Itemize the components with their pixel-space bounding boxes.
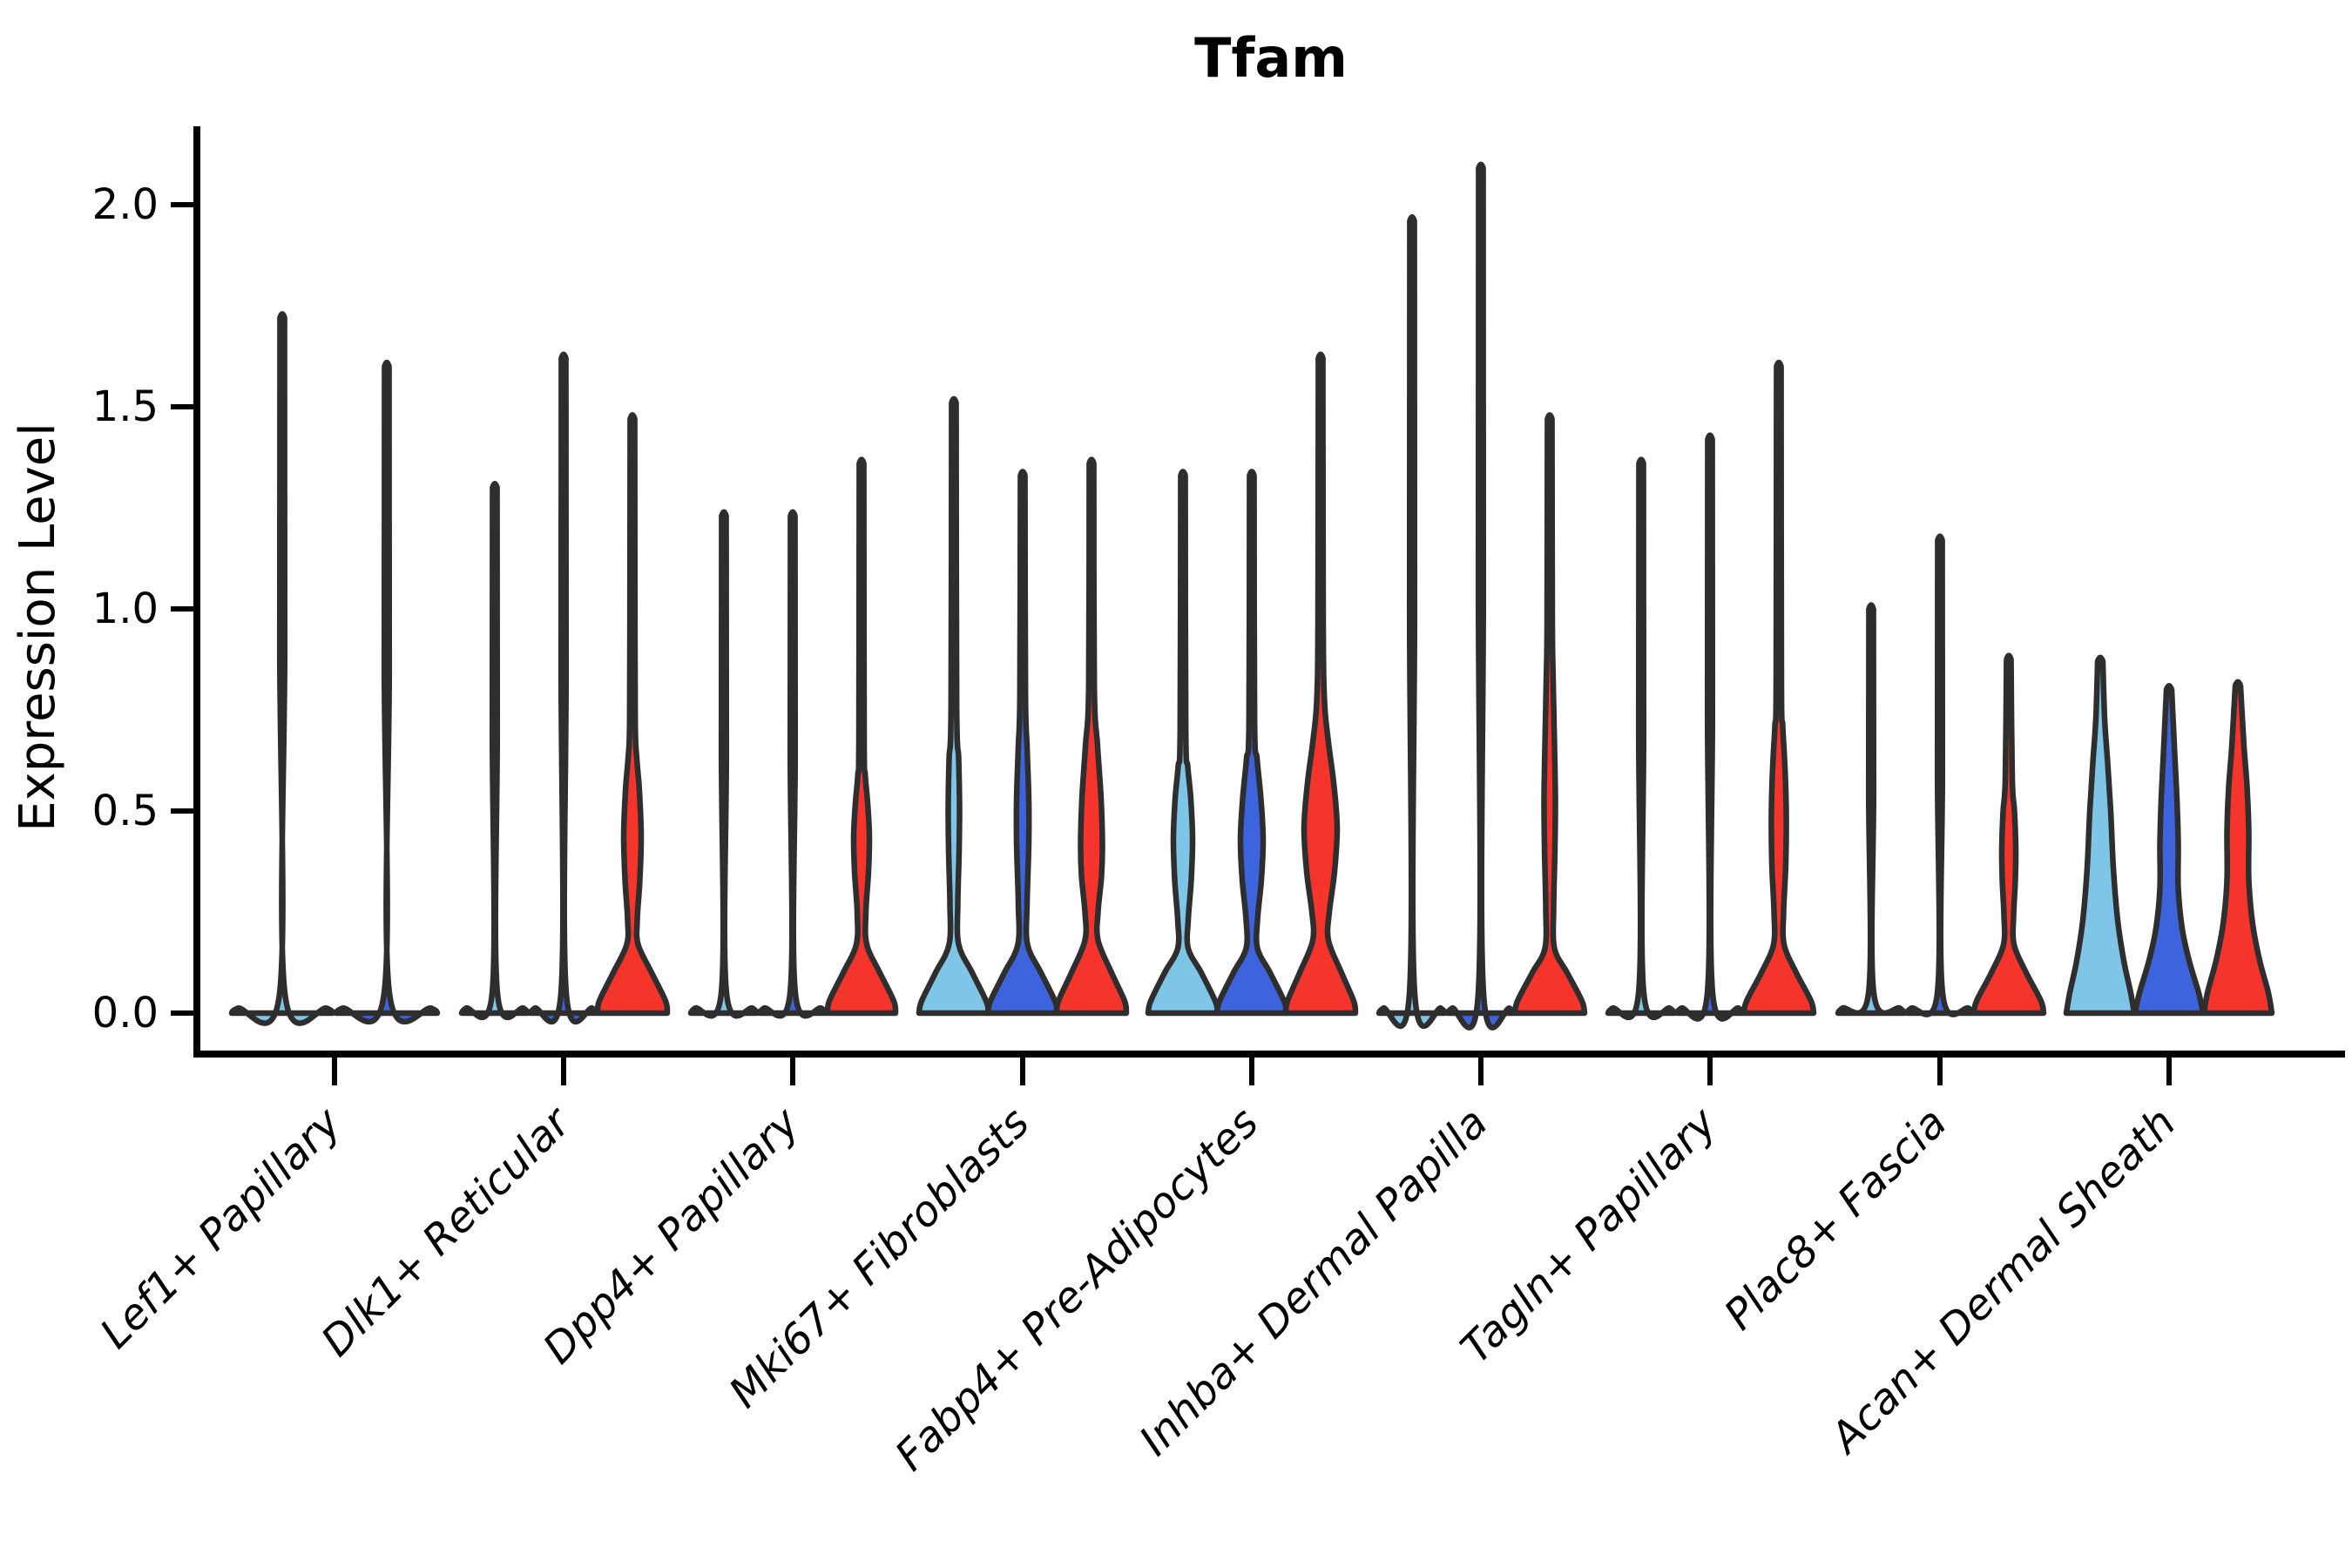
violin-lef1-papillary-blue [333, 359, 441, 1025]
y-tick-label-2.0: 2.0 [92, 180, 159, 229]
violin-fabp4-pre-adipocytes-blue [1213, 469, 1290, 1017]
violin-inhba-dermal-papilla-blue [1444, 161, 1517, 1031]
violin-dpp4-papillary-light_blue [687, 509, 760, 1019]
y-tick-label-1.0: 1.0 [92, 585, 159, 633]
x-category-label-1: Dlk1+ Reticular [312, 1097, 582, 1367]
x-category-label-4: Fabp4+ Pre-Adipocytes [886, 1098, 1268, 1481]
violin-dlk1-reticular-blue [527, 351, 600, 1025]
violin-dpp4-papillary-blue [756, 509, 829, 1019]
x-category-label-6: Tagln+ Papillary [1451, 1098, 1727, 1373]
violin-tagln-papillary-light_blue [1605, 456, 1678, 1020]
violin-acan-dermal-sheath-blue [2132, 683, 2207, 1017]
violin-acan-dermal-sheath-red [2200, 679, 2275, 1017]
violins-layer [228, 161, 2275, 1031]
violin-lef1-papillary-light_blue [228, 311, 336, 1026]
y-axis-label: Expression Level [10, 422, 66, 832]
violin-plac8-fascia-blue [1903, 533, 1977, 1017]
violin-fabp4-pre-adipocytes-red [1282, 351, 1359, 1017]
violin-inhba-dermal-papilla-red [1511, 412, 1588, 1017]
violin-dlk1-reticular-light_blue [458, 481, 531, 1020]
violin-dlk1-reticular-red [594, 412, 671, 1017]
violin-mki67-fibroblasts-blue [984, 469, 1061, 1017]
x-category-label-0: Lef1+ Papillary [91, 1098, 351, 1358]
violin-dpp4-papillary-red [824, 456, 899, 1017]
violin-fabp4-pre-adipocytes-light_blue [1145, 469, 1221, 1017]
y-tick-label-0.0: 0.0 [92, 989, 159, 1037]
y-tick-label-1.5: 1.5 [92, 382, 159, 431]
violin-tagln-papillary-red [1740, 359, 1817, 1017]
violin-mki67-fibroblasts-light_blue [916, 395, 992, 1017]
violin-plac8-fascia-red [1970, 652, 2047, 1017]
violin-tagln-papillary-blue [1673, 432, 1747, 1022]
x-category-label-7: Plac8+ Fascia [1715, 1098, 1957, 1340]
violin-inhba-dermal-papilla-light_blue [1375, 213, 1449, 1030]
violin-acan-dermal-sheath-light_blue [2063, 654, 2138, 1017]
violin-plac8-fascia-light_blue [1835, 602, 1908, 1017]
y-tick-label-0.5: 0.5 [92, 787, 159, 835]
violin-mki67-fibroblasts-red [1053, 456, 1130, 1017]
x-category-label-2: Dpp4+ Papillary [534, 1098, 809, 1373]
plot-title: Tfam [1194, 26, 1348, 90]
